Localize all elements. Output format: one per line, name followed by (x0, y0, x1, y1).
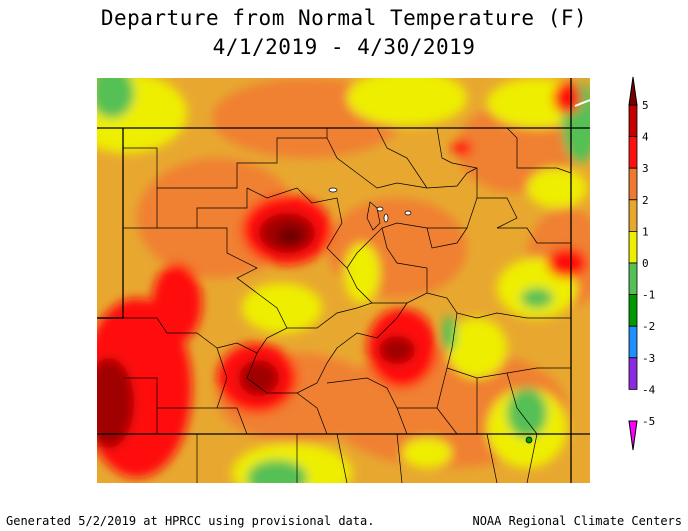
temperature-departure-map (97, 78, 590, 483)
legend-tick-label: -3 (642, 352, 655, 365)
date-range: 4/1/2019 - 4/30/2019 (212, 35, 476, 59)
legend-tick-label: -2 (642, 320, 655, 333)
legend-tick-label: 3 (642, 162, 649, 175)
legend-band (628, 230, 638, 264)
legend-band (628, 325, 638, 359)
lakes (328, 187, 533, 444)
state-borders (97, 78, 590, 483)
river-mark (574, 99, 590, 107)
generated-note: Generated 5/2/2019 at HPRCC using provis… (6, 514, 375, 528)
legend-band (628, 262, 638, 296)
legend-band (628, 294, 638, 327)
legend-tick-label: -1 (642, 289, 655, 302)
legend-band (628, 167, 638, 201)
legend-tick-label: 1 (642, 225, 649, 238)
legend-band (628, 104, 638, 138)
legend-tick-label: 4 (642, 131, 649, 144)
source-credit: NOAA Regional Climate Centers (472, 514, 682, 528)
map-title: Departure from Normal Temperature (F) (100, 6, 588, 30)
legend-tick-label: 0 (642, 257, 649, 270)
legend-tick-label: 2 (642, 194, 649, 207)
legend-band (628, 199, 638, 232)
county-borders (123, 127, 572, 483)
legend-bottom-arrow (628, 420, 638, 451)
legend-tick-label: 5 (642, 99, 649, 112)
legend-band (628, 136, 638, 169)
legend-top-arrow (628, 76, 638, 106)
legend-tick-label: -4 (642, 383, 656, 396)
legend-tick-label: -5 (642, 415, 655, 428)
color-scale-legend: 5 4 3 2 1 0 -1 -2 -3 -4 -5 (628, 76, 656, 451)
legend-band (628, 357, 638, 390)
